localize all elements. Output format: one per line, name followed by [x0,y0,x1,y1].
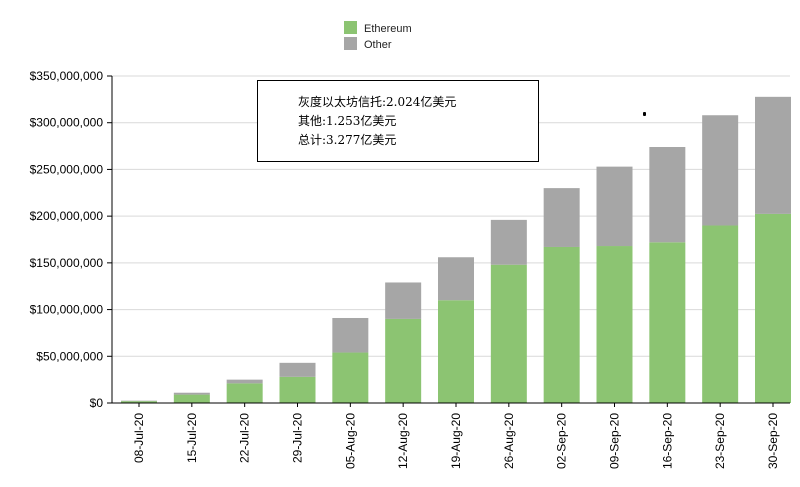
bar-ethereum [490,264,527,403]
x-tick-label: 05-Aug-20 [343,413,357,469]
bar-ethereum [596,246,633,403]
y-tick-label: $200,000,000 [30,209,104,223]
x-tick-label: 02-Sep-20 [555,413,569,469]
y-tick-label: $300,000,000 [30,116,104,130]
bar-other [173,392,210,395]
x-tick-label: 29-Jul-20 [291,413,305,463]
bar-other [279,362,316,377]
y-tick-label: $150,000,000 [30,256,104,270]
legend-swatch [344,21,357,34]
stray-mark [643,112,646,116]
y-tick-label: $100,000,000 [30,303,104,317]
x-tick-label: 30-Sep-20 [766,413,780,469]
bar-ethereum [649,242,686,403]
legend-label: Ethereum [364,23,412,35]
x-tick-label: 12-Aug-20 [396,413,410,469]
bar-ethereum [385,318,422,403]
bar-other [332,317,369,353]
y-axis-ticks: $0 $50,000,000 $100,000,000 $150,000,000 $20… [30,69,112,410]
legend-swatch [344,37,357,50]
bar-other [755,96,791,214]
x-tick-label: 08-Jul-20 [132,413,146,463]
bar-other [543,188,580,247]
bar-other [649,147,686,243]
bar-other [702,115,739,226]
x-tick-label: 22-Jul-20 [238,413,252,463]
bar-other [385,282,422,319]
annotation-line: 总计:3.277亿美元 [298,133,397,147]
legend: Ethereum Other [344,21,412,51]
bar-ethereum [332,352,369,403]
annotation-box: 灰度以太坊信托:2.024亿美元 其他:1.253亿美元 总计:3.277亿美元 [257,80,539,162]
bar-other [596,166,633,247]
annotation-line: 其他:1.253亿美元 [298,114,397,128]
bar-ethereum [755,213,791,403]
x-tick-label: 26-Aug-20 [502,413,516,469]
bars [121,96,791,403]
x-tick-label: 09-Sep-20 [608,413,622,469]
x-tick-label: 15-Jul-20 [185,413,199,463]
bar-other [438,257,474,301]
bar-ethereum [702,225,739,403]
x-tick-label: 16-Sep-20 [660,413,674,469]
y-tick-label: $50,000,000 [36,349,103,363]
x-axis-ticks: 08-Jul-20 15-Jul-20 22-Jul-20 29-Jul-20 05-A… [132,403,780,469]
y-tick-label: $0 [90,396,104,410]
bar-ethereum [543,246,580,403]
x-tick-label: 19-Aug-20 [449,413,463,469]
bar-other [226,379,263,384]
y-tick-label: $350,000,000 [30,69,104,83]
bar-ethereum [226,383,263,403]
bar-ethereum [279,376,316,403]
annotation-line: 灰度以太坊信托:2.024亿美元 [298,95,457,109]
bar-ethereum [438,300,474,403]
bar-ethereum [173,394,210,403]
bar-other [490,219,527,265]
x-tick-label: 23-Sep-20 [713,413,727,469]
legend-label: Other [364,39,392,51]
y-tick-label: $250,000,000 [30,162,104,176]
bar-ethereum [121,401,157,403]
